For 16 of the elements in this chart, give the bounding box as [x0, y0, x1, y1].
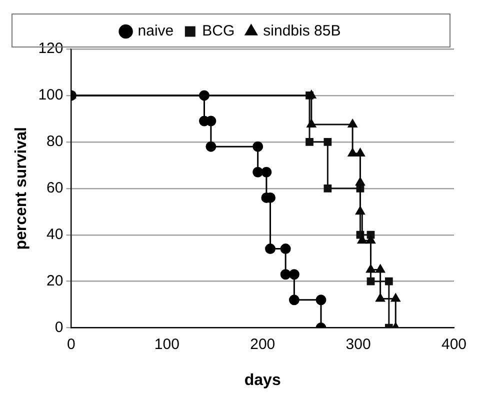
- legend-label: sindbis 85B: [263, 22, 341, 40]
- y-tick-label: 80: [46, 133, 64, 150]
- y-tick-label: 0: [54, 318, 64, 336]
- y-tick-label: 40: [46, 226, 64, 244]
- legend-label: naive: [138, 22, 174, 40]
- y-tick-label: 60: [46, 180, 64, 197]
- x-tick-label: 0: [67, 336, 76, 353]
- x-axis-title: days: [244, 372, 281, 389]
- y-tick-label: 20: [46, 272, 64, 290]
- y-axis-title: percent survival: [13, 127, 30, 250]
- x-tick-label: 100: [154, 336, 180, 353]
- x-tick-label: 300: [346, 336, 371, 353]
- legend-label: BCG: [202, 22, 235, 40]
- x-tick-label: 200: [250, 336, 276, 353]
- x-tick-label: 400: [441, 336, 467, 353]
- y-tick-label: 100: [38, 86, 64, 104]
